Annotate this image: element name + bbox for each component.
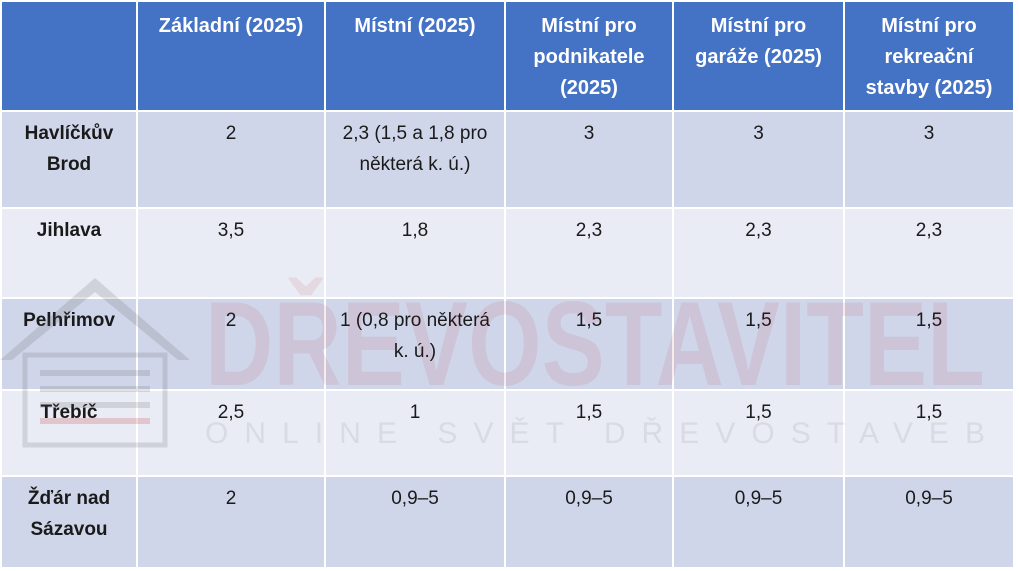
cell-value: 1,5 bbox=[843, 297, 1015, 391]
cell-value: 3 bbox=[504, 110, 674, 209]
row-name: Žďár nad Sázavou bbox=[0, 475, 138, 569]
cell-value: 0,9–5 bbox=[504, 475, 674, 569]
header-row: Základní (2025) Místní (2025) Místní pro… bbox=[0, 0, 1015, 112]
cell-value: 0,9–5 bbox=[843, 475, 1015, 569]
header-mistni: Místní (2025) bbox=[324, 0, 506, 112]
row-name: Jihlava bbox=[0, 207, 138, 299]
cell-value: 3,5 bbox=[136, 207, 326, 299]
header-mistni-podnikatele: Místní pro podnikatele (2025) bbox=[504, 0, 674, 112]
cell-value: 1,8 bbox=[324, 207, 506, 299]
table-row: Jihlava 3,5 1,8 2,3 2,3 2,3 bbox=[0, 207, 1015, 299]
cell-value: 3 bbox=[843, 110, 1015, 209]
cell-value: 1,5 bbox=[504, 297, 674, 391]
cell-value: 2,3 bbox=[504, 207, 674, 299]
cell-value: 3 bbox=[672, 110, 845, 209]
table-row: Havlíčkův Brod 2 2,3 (1,5 a 1,8 pro někt… bbox=[0, 110, 1015, 209]
row-name: Třebíč bbox=[0, 389, 138, 477]
cell-value: 1,5 bbox=[504, 389, 674, 477]
cell-value: 0,9–5 bbox=[324, 475, 506, 569]
cell-value: 1,5 bbox=[672, 297, 845, 391]
cell-value: 2 bbox=[136, 110, 326, 209]
cell-value: 2 bbox=[136, 475, 326, 569]
table-row: Pelhřimov 2 1 (0,8 pro některá k. ú.) 1,… bbox=[0, 297, 1015, 391]
table-row: Třebíč 2,5 1 1,5 1,5 1,5 bbox=[0, 389, 1015, 477]
row-name: Havlíčkův Brod bbox=[0, 110, 138, 209]
cell-value: 0,9–5 bbox=[672, 475, 845, 569]
cell-value: 1,5 bbox=[672, 389, 845, 477]
cell-value: 2,5 bbox=[136, 389, 326, 477]
table-row: Žďár nad Sázavou 2 0,9–5 0,9–5 0,9–5 0,9… bbox=[0, 475, 1015, 569]
header-mistni-garaze: Místní pro garáže (2025) bbox=[672, 0, 845, 112]
row-name: Pelhřimov bbox=[0, 297, 138, 391]
cell-value: 1,5 bbox=[843, 389, 1015, 477]
cell-value: 2 bbox=[136, 297, 326, 391]
header-zakladni: Základní (2025) bbox=[136, 0, 326, 112]
cell-value: 1 bbox=[324, 389, 506, 477]
cell-value: 2,3 bbox=[672, 207, 845, 299]
header-empty bbox=[0, 0, 138, 112]
cell-value: 2,3 (1,5 a 1,8 pro některá k. ú.) bbox=[324, 110, 506, 209]
cell-value: 2,3 bbox=[843, 207, 1015, 299]
header-mistni-rekreacni: Místní pro rekreační stavby (2025) bbox=[843, 0, 1015, 112]
cell-value: 1 (0,8 pro některá k. ú.) bbox=[324, 297, 506, 391]
